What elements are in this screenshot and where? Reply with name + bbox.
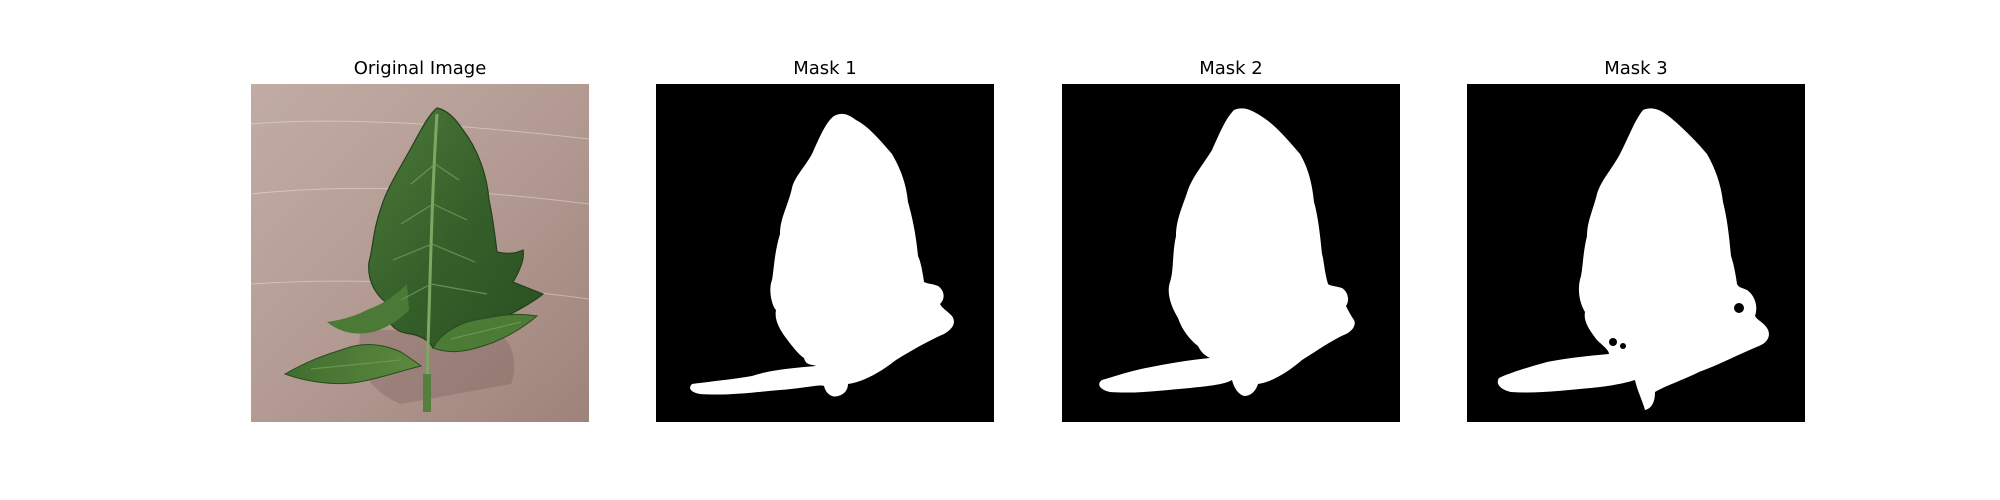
panel-title: Mask 2 [1199, 58, 1263, 79]
mask-1-image [656, 84, 994, 422]
panel-original-image: Original Image [251, 58, 589, 422]
panel-mask-3: Mask 3 [1467, 58, 1805, 422]
mask-3-image [1467, 84, 1805, 422]
leaf-photo [251, 84, 589, 422]
panel-mask-1: Mask 1 [656, 58, 994, 422]
panel-mask-2: Mask 2 [1062, 58, 1400, 422]
panel-title: Mask 3 [1604, 58, 1668, 79]
panel-title: Mask 1 [793, 58, 857, 79]
mask-2-image [1062, 84, 1400, 422]
panel-title: Original Image [353, 58, 487, 79]
